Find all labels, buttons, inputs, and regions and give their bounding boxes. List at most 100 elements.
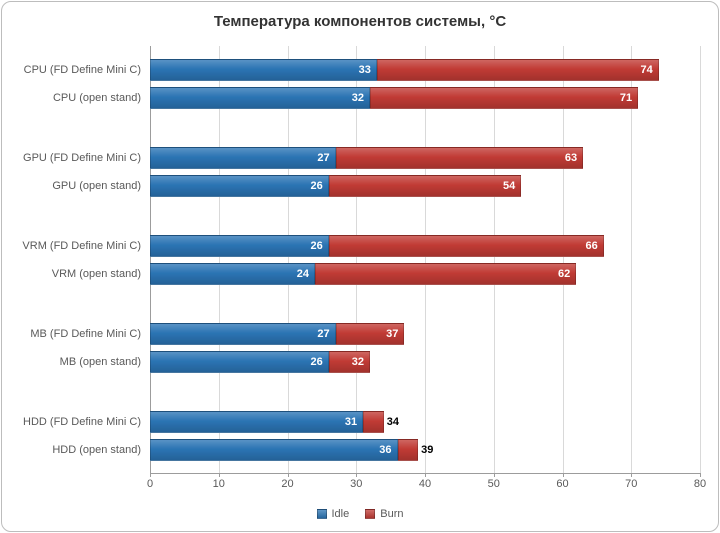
bar-track: 27 37 (150, 323, 700, 345)
axis-tick-label: 40 (418, 478, 432, 490)
burn-bar: 39 (397, 439, 433, 461)
burn-value-label: 74 (640, 64, 653, 76)
legend-item-idle: Idle (316, 508, 350, 520)
axis-tick (356, 473, 358, 477)
bar-track: 31 34 (150, 411, 700, 433)
idle-value-label: 36 (379, 444, 392, 456)
idle-value-label: 33 (358, 64, 371, 76)
gridline (700, 46, 701, 473)
idle-bar: 24 (150, 263, 315, 285)
burn-value-label: 37 (386, 328, 399, 340)
category-label: CPU (open stand) (52, 92, 141, 104)
burn-bar: 34 (363, 411, 399, 433)
axis-tick-label: 20 (281, 478, 294, 490)
bar-row: HDD (FD Define Mini C) 31 34 (2, 411, 700, 433)
category-label: VRM (FD Define Mini C) (22, 240, 141, 252)
category-label: GPU (open stand) (52, 180, 141, 192)
legend-label: Idle (331, 508, 350, 520)
category-label: MB (FD Define Mini C) (30, 328, 141, 340)
axis-tick (425, 473, 426, 477)
axis-tick (493, 473, 495, 477)
bar-row: MB (FD Define Mini C) 27 37 (2, 323, 700, 345)
bar-track: 26 32 (150, 351, 700, 373)
gridline (218, 46, 220, 473)
category-label: MB (open stand) (59, 356, 141, 368)
axis-tick (287, 473, 289, 477)
bar-track: 24 62 (150, 263, 700, 285)
axis-tick-label: 70 (625, 478, 638, 490)
bar-track: 26 54 (150, 175, 700, 197)
legend-item-burn: Burn (365, 508, 404, 520)
bar-track: 26 66 (150, 235, 700, 257)
bar-row: VRM (open stand) 24 62 (2, 263, 700, 285)
idle-value-label: 27 (317, 328, 330, 340)
idle-value-label: 26 (310, 356, 323, 368)
idle-bar: 36 (150, 439, 398, 461)
idle-bar: 31 (150, 411, 364, 433)
axis-tick-label: 10 (212, 478, 225, 490)
gridline (562, 46, 564, 473)
burn-bar: 54 (328, 175, 522, 197)
burn-value-label: 63 (564, 152, 578, 164)
burn-bar: 74 (376, 59, 659, 81)
axis-tick-label: 80 (693, 478, 707, 490)
legend: Idle Burn (2, 508, 718, 520)
axis-tick-label: 0 (146, 478, 154, 490)
x-axis: 0 10 20 30 40 50 60 70 80 (146, 473, 706, 493)
burn-bar: 62 (315, 263, 577, 285)
gridline (425, 46, 426, 473)
burn-bar: 66 (328, 235, 604, 257)
idle-bar: 27 (150, 147, 336, 169)
burn-value-label: 39 (421, 444, 434, 456)
axis-tick-label: 30 (350, 478, 363, 490)
legend-swatch-icon (365, 509, 376, 519)
axis-tick (218, 473, 220, 477)
burn-value-label: 34 (386, 416, 399, 428)
axis-tick-label: 60 (556, 478, 569, 490)
gridline (287, 46, 289, 473)
bar-row: CPU (open stand) 32 71 (2, 87, 700, 109)
burn-bar: 63 (335, 147, 584, 169)
axis-tick (700, 473, 701, 477)
bar-rows: CPU (FD Define Mini C) 33 74 CPU (open stan… (2, 46, 700, 473)
idle-value-label: 24 (296, 268, 309, 280)
axis-tick (562, 473, 564, 477)
burn-bar: 37 (335, 323, 405, 345)
axis-tick (631, 473, 633, 477)
idle-value-label: 26 (310, 180, 323, 192)
idle-value-label: 27 (317, 152, 330, 164)
burn-bar: 32 (328, 351, 370, 373)
idle-value-label: 26 (310, 240, 323, 252)
gridline (631, 46, 633, 473)
bar-track: 33 74 (150, 59, 700, 81)
axis-tick-label: 50 (487, 478, 500, 490)
burn-value-label: 62 (558, 268, 571, 280)
burn-value-label: 71 (619, 92, 633, 104)
legend-swatch-icon (316, 509, 327, 519)
bar-row: GPU (open stand) 26 54 (2, 175, 700, 197)
bar-row: GPU (FD Define Mini C) 27 63 (2, 147, 700, 169)
category-label: VRM (open stand) (51, 268, 141, 280)
bar-track: 32 71 (150, 87, 700, 109)
bar-row: CPU (FD Define Mini C) 33 74 (2, 59, 700, 81)
idle-bar: 27 (150, 323, 336, 345)
burn-value-label: 54 (503, 180, 516, 192)
bar-track: 36 39 (150, 439, 700, 461)
axis-tick (150, 473, 151, 477)
burn-bar: 71 (370, 87, 639, 109)
bar-row: HDD (open stand) 36 39 (2, 439, 700, 461)
idle-bar: 33 (150, 59, 377, 81)
chart-title: Температура компонентов системы, °C (213, 13, 507, 30)
idle-bar: 26 (150, 175, 329, 197)
bar-row: MB (open stand) 26 32 (2, 351, 700, 373)
category-label: HDD (FD Define Mini C) (23, 416, 141, 428)
gridline (493, 46, 495, 473)
burn-value-label: 32 (351, 356, 364, 368)
category-label: HDD (open stand) (52, 444, 141, 456)
bar-row: VRM (FD Define Mini C) 26 66 (2, 235, 700, 257)
gridline (356, 46, 358, 473)
legend-label: Burn (380, 508, 404, 520)
bar-track: 27 63 (150, 147, 700, 169)
category-label: GPU (FD Define Mini C) (23, 152, 141, 164)
